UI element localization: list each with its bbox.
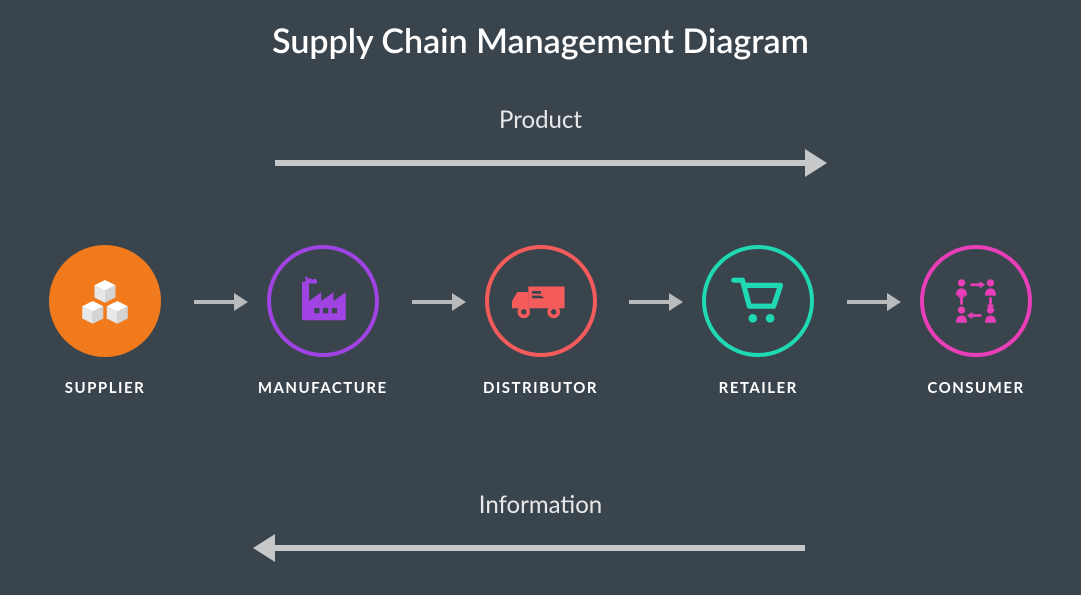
node-supplier: SUPPLIER: [30, 245, 180, 397]
cart-icon: [730, 275, 786, 327]
node-label: DISTRIBUTOR: [483, 379, 598, 397]
chain-row: SUPPLIER MANUFACTURE: [0, 245, 1081, 397]
node-circle: [49, 245, 161, 357]
information-flow-arrow: [275, 545, 805, 551]
node-circle: [267, 245, 379, 357]
node-label: SUPPLIER: [65, 379, 145, 397]
node-circle: [702, 245, 814, 357]
truck-icon: [512, 277, 570, 325]
node-retailer: RETAILER: [683, 245, 833, 397]
node-distributor: DISTRIBUTOR: [466, 245, 616, 397]
node-label: MANUFACTURE: [258, 379, 388, 397]
chain-arrow: [194, 300, 234, 304]
product-flow-label: Product: [0, 105, 1081, 134]
node-label: RETAILER: [719, 379, 798, 397]
node-manufacture: MANUFACTURE: [248, 245, 398, 397]
node-circle: [920, 245, 1032, 357]
diagram-title: Supply Chain Management Diagram: [0, 20, 1081, 61]
factory-icon: [295, 273, 351, 329]
node-label: CONSUMER: [927, 379, 1024, 397]
node-consumer: CONSUMER: [901, 245, 1051, 397]
chain-arrow: [412, 300, 452, 304]
information-flow-label: Information: [0, 490, 1081, 519]
boxes-icon: [77, 273, 133, 329]
people-icon: [947, 272, 1005, 330]
chain-arrow: [629, 300, 669, 304]
product-flow-arrow: [275, 160, 805, 166]
chain-arrow: [847, 300, 887, 304]
node-circle: [485, 245, 597, 357]
